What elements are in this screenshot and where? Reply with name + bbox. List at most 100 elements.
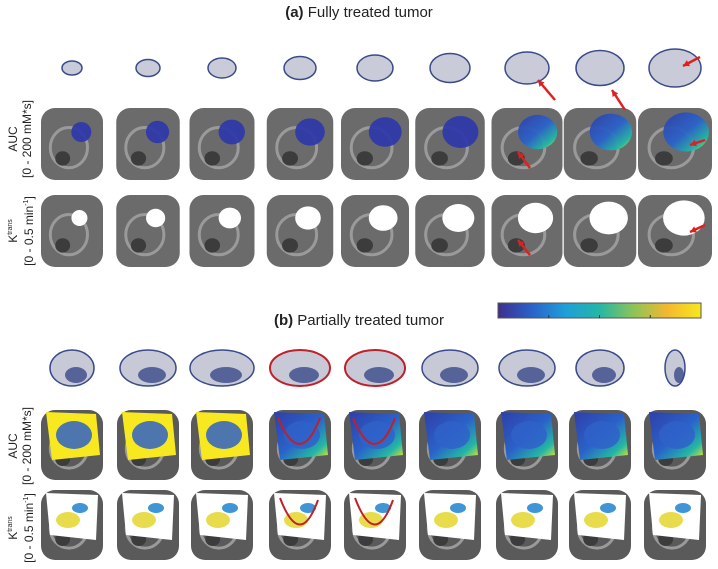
mri-structure (197, 125, 240, 170)
arrow-head (538, 80, 545, 87)
auc-blob (659, 421, 695, 449)
auc-blob (56, 421, 92, 449)
auc-blob (518, 114, 558, 150)
auc-blob (206, 421, 242, 449)
ktrans-overlay (148, 503, 164, 513)
ktrans-blank-region (146, 208, 166, 228)
auc-blob (218, 119, 245, 145)
mri-structure (55, 238, 71, 253)
red-arrow (517, 151, 531, 169)
mri-structure (431, 238, 448, 253)
histology-stain (517, 367, 545, 383)
ktrans-map-a (341, 195, 409, 267)
ktrans-overlay (659, 512, 683, 528)
histology-slice (504, 51, 550, 85)
auc-map-a (341, 108, 409, 180)
ktrans-blank-region (368, 205, 398, 231)
ktrans-overlay (600, 503, 616, 513)
mri-structure (580, 151, 598, 166)
auc-blob (511, 421, 547, 449)
mri-structure (204, 238, 221, 253)
red-arrow (689, 138, 706, 147)
ktrans-overlay (132, 512, 156, 528)
ktrans-overlay (222, 503, 238, 513)
auc-map-a (41, 108, 103, 180)
auc-blob (434, 421, 470, 449)
mri-structure (356, 151, 373, 166)
mri-structure (48, 125, 90, 170)
ktrans-overlay (511, 512, 535, 528)
auc-blob (132, 421, 168, 449)
histology-slice (207, 57, 237, 79)
mri-structure (655, 238, 673, 253)
ktrans-blank-region (442, 204, 475, 232)
mri-structure (130, 238, 147, 253)
tumor-outline (354, 497, 394, 526)
mri-structure (282, 238, 299, 253)
auc-blob (145, 120, 170, 144)
histology-slice (283, 55, 317, 81)
tumor-outline (352, 417, 396, 445)
histology-slice (575, 49, 625, 87)
histology-stain (674, 367, 684, 383)
mri-structure (130, 151, 147, 166)
mri-structure (282, 151, 299, 166)
ktrans-blank-region (663, 200, 705, 236)
auc-map-a (189, 108, 255, 180)
mri-structure (48, 212, 90, 257)
panel-a-title: (a) Fully treated tumor (0, 4, 718, 21)
auc-blob (284, 421, 320, 449)
histology-slice (356, 54, 394, 82)
mri-structure (204, 151, 221, 166)
red-arrow (689, 223, 706, 234)
auc-map-a (116, 108, 180, 180)
arrow-head (518, 240, 525, 247)
histology-slice (135, 58, 161, 78)
ktrans-overlay (675, 503, 691, 513)
arrow-head (683, 60, 690, 67)
ktrans-map-a (116, 195, 180, 267)
histology-slice (429, 52, 471, 84)
histology-stain (65, 367, 87, 383)
ktrans-overlay (434, 512, 458, 528)
ktrans-overlay (56, 512, 80, 528)
auc-blob (368, 117, 402, 147)
ktrans-overlay (300, 503, 316, 513)
histology-slice (61, 60, 83, 76)
panel-a-letter: (a) (285, 4, 304, 21)
mri-structure (580, 238, 598, 253)
ktrans-blank-region (71, 210, 88, 226)
ktrans-map-a (266, 195, 334, 267)
colorbar (497, 302, 702, 319)
panel-b-letter: (b) (273, 312, 294, 329)
ktrans-overlay (72, 503, 88, 513)
ktrans-blank-region (589, 201, 628, 235)
histology-stain (440, 367, 468, 383)
ktrans-blank-region (517, 202, 554, 234)
mri-structure (655, 151, 673, 166)
red-arrow (610, 89, 627, 111)
tumor-outline (277, 417, 321, 445)
ktrans-map-a (415, 195, 485, 267)
ktrans-map-a (41, 195, 103, 267)
arrow-head (690, 139, 697, 147)
histology-stain (592, 367, 616, 383)
arrow-head (612, 90, 619, 97)
red-arrow (682, 55, 701, 68)
red-arrow (517, 239, 531, 256)
mri-structure (124, 125, 166, 170)
ktrans-map-a (189, 195, 255, 267)
mri-structure (197, 212, 240, 257)
mri-structure (356, 238, 373, 253)
ktrans-overlay (584, 512, 608, 528)
auc-blob (584, 421, 620, 449)
histology-stain (289, 367, 319, 383)
panel-b-title: (b) Partially treated tumor (0, 312, 718, 329)
ktrans-overlay (527, 503, 543, 513)
auc-blob (295, 118, 325, 146)
histology-stain (364, 367, 394, 383)
ktrans-blank-region (295, 206, 321, 230)
panel-b-title-text: Partially treated tumor (297, 312, 445, 329)
panel-a-title-text: Fully treated tumor (307, 4, 433, 21)
